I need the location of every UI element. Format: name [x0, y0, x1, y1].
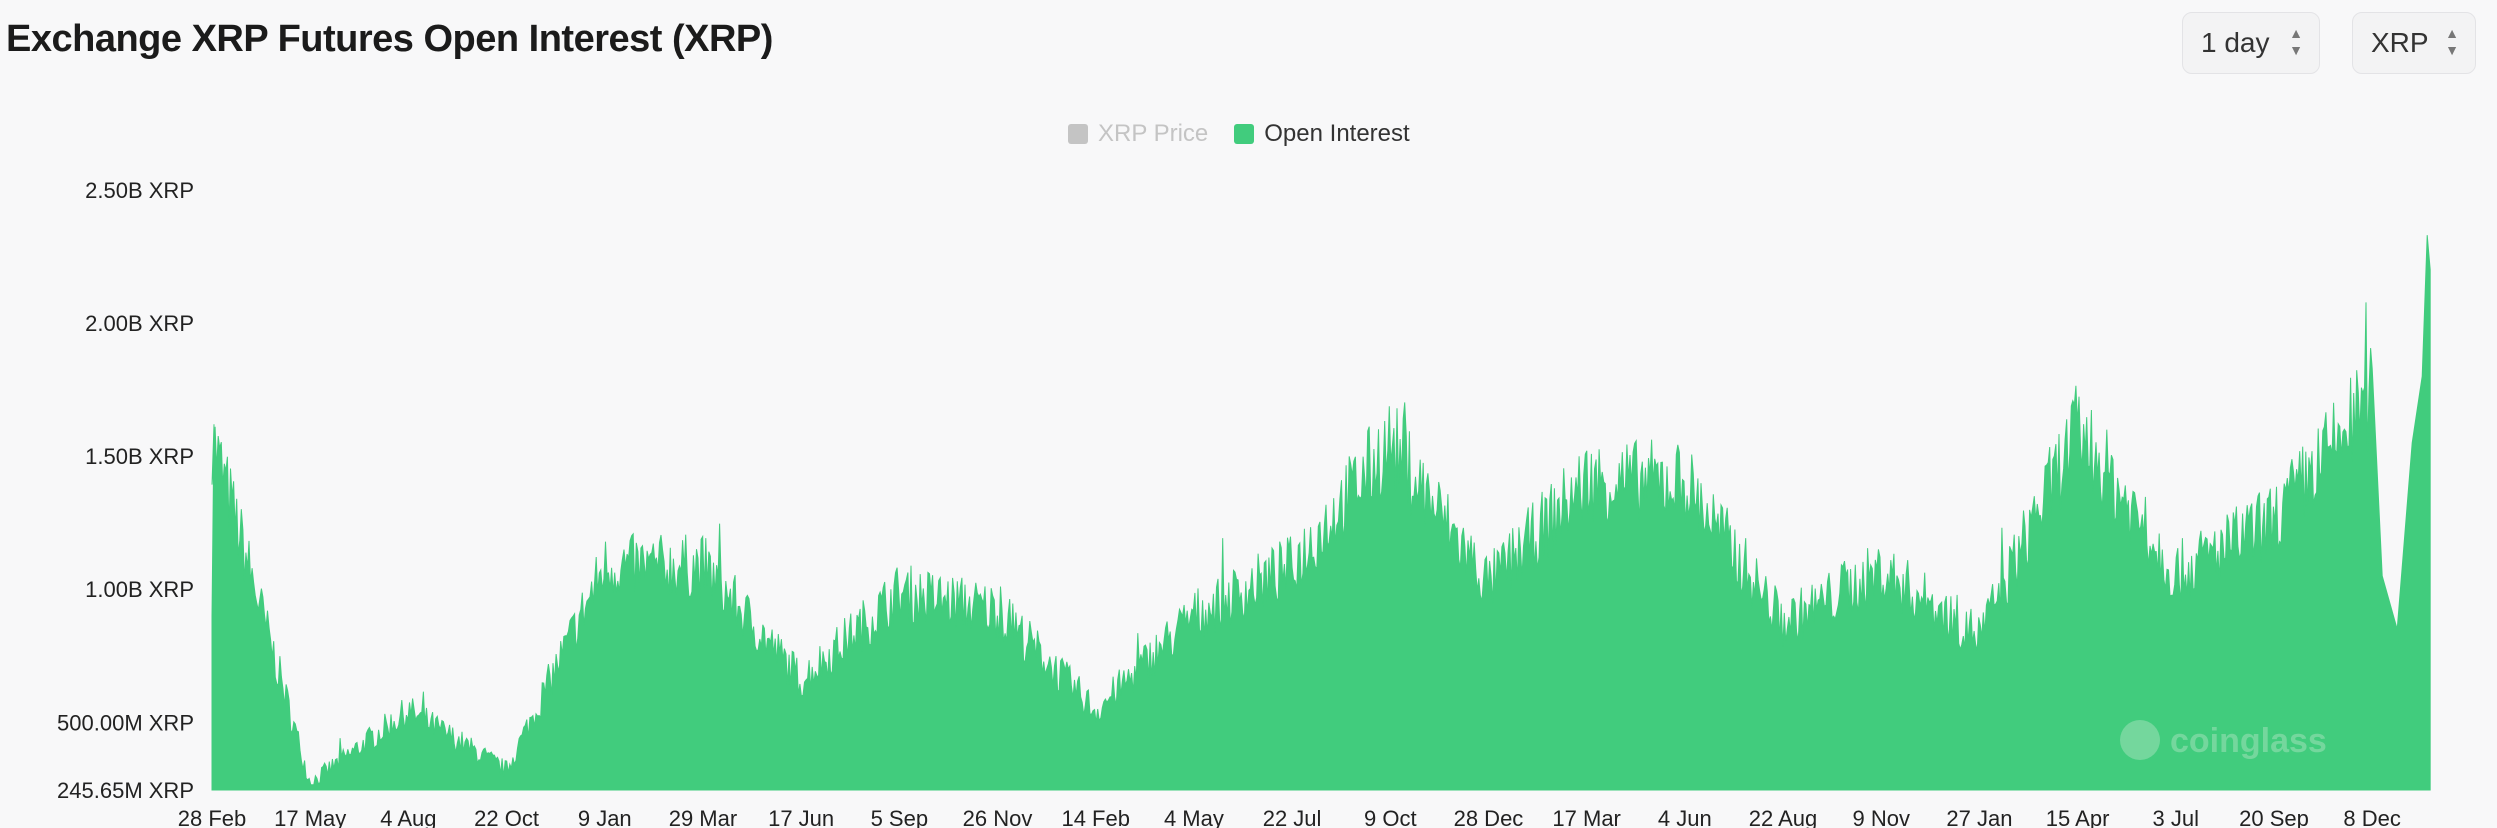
x-tick-label: 9 Jan — [578, 806, 632, 828]
series-open-interest-area — [211, 235, 2431, 791]
y-tick-label: 1.50B XRP — [85, 444, 194, 469]
coinglass-logo-icon — [2120, 720, 2160, 760]
x-tick-label: 17 May — [274, 806, 346, 828]
coinglass-watermark: coinglass — [2120, 720, 2327, 760]
x-tick-label: 22 Jul — [1263, 806, 1322, 828]
x-tick-label: 9 Nov — [1852, 806, 1909, 828]
chevron-up-down-icon: ▲ ▼ — [2445, 25, 2459, 58]
watermark-text: coinglass — [2170, 722, 2327, 760]
legend-swatch — [1068, 124, 1088, 144]
y-tick-label: 500.00M XRP — [57, 710, 194, 735]
interval-select-value: 1 day — [2201, 27, 2270, 58]
legend-label: Open Interest — [1264, 120, 1410, 147]
y-tick-label: 245.65M XRP — [57, 778, 194, 803]
x-tick-label: 28 Dec — [1454, 806, 1524, 828]
x-tick-label: 14 Feb — [1061, 806, 1130, 828]
y-tick-label: 1.00B XRP — [85, 577, 194, 602]
x-tick-label: 27 Jan — [1946, 806, 2012, 828]
x-tick-label: 22 Aug — [1749, 806, 1818, 828]
x-tick-label: 9 Oct — [1364, 806, 1417, 828]
x-tick-label: 4 Jun — [1658, 806, 1712, 828]
legend-label: XRP Price — [1098, 120, 1209, 147]
page-title: Exchange XRP Futures Open Interest (XRP) — [6, 18, 773, 60]
unit-select-value: XRP — [2371, 27, 2429, 58]
x-tick-label: 15 Apr — [2046, 806, 2110, 828]
x-tick-label: 29 Mar — [669, 806, 737, 828]
x-tick-label: 4 Aug — [380, 806, 436, 828]
x-tick-label: 17 Mar — [1552, 806, 1620, 828]
legend-swatch — [1234, 124, 1255, 144]
x-tick-label: 17 Jun — [768, 806, 834, 828]
legend-item-open-interest[interactable]: Open Interest — [1234, 120, 1410, 148]
x-tick-label: 5 Sep — [871, 806, 929, 828]
interval-select[interactable]: 1 day ▲ ▼ — [2182, 12, 2320, 74]
x-tick-label: 28 Feb — [178, 806, 247, 828]
y-tick-label: 2.00B XRP — [85, 311, 194, 336]
x-tick-label: 8 Dec — [2343, 806, 2400, 828]
x-tick-label: 20 Sep — [2239, 806, 2309, 828]
x-tick-label: 26 Nov — [963, 806, 1033, 828]
unit-select[interactable]: XRP ▲ ▼ — [2352, 12, 2476, 74]
x-tick-label: 3 Jul — [2153, 806, 2199, 828]
x-tick-label: 4 May — [1164, 806, 1224, 828]
y-tick-label: 2.50B XRP — [85, 178, 194, 203]
x-tick-label: 22 Oct — [474, 806, 539, 828]
legend-item-xrp-price[interactable]: XRP Price — [1068, 120, 1208, 148]
chart-legend: XRP Price Open Interest — [1068, 120, 1436, 148]
chevron-up-down-icon: ▲ ▼ — [2289, 25, 2303, 58]
